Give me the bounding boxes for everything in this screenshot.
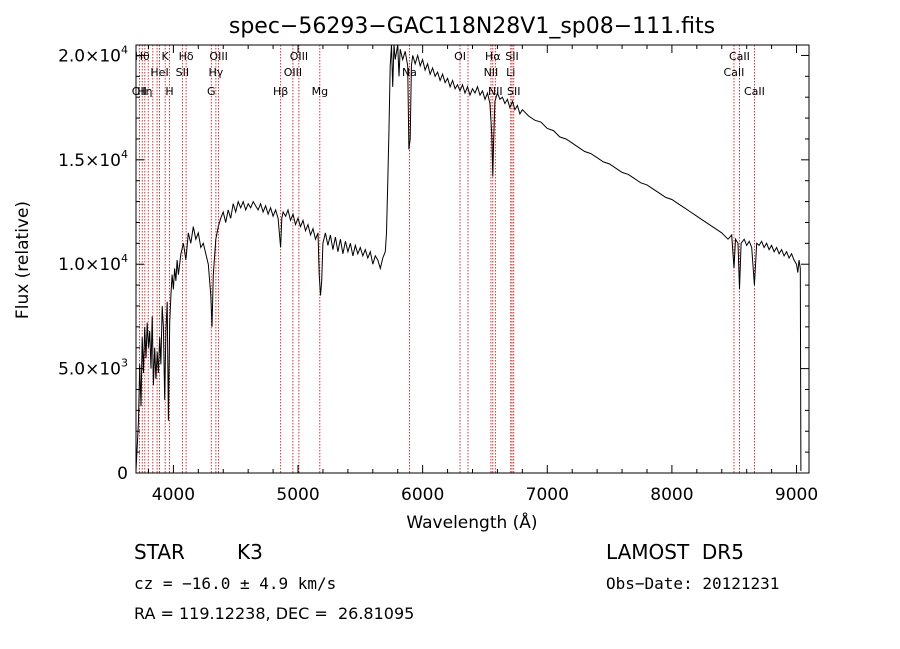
- coordinates: RA = 119.12238, DEC = 26.81095: [134, 604, 415, 623]
- line-marker-label: CaII: [724, 66, 745, 79]
- line-marker-label: SII: [507, 85, 520, 98]
- spectral-line-labels: OIIHθHηHeIKHSIIHδGHγOIIIHβOIIIOIIIMgNaOI…: [132, 50, 765, 98]
- y-tick-label: 2.0×104: [58, 43, 128, 66]
- line-marker-label: CaII: [744, 85, 765, 98]
- observation-date: Obs−Date: 20121231: [606, 574, 780, 593]
- spectral-line-markers: [138, 45, 755, 473]
- object-subclass: K3: [237, 540, 263, 564]
- x-tick-label: 6000: [401, 485, 444, 505]
- line-marker-label: G: [207, 85, 216, 98]
- y-tick-label: 1.0×104: [58, 252, 128, 275]
- redshift-velocity: cz = −16.0 ± 4.9 km/s: [134, 574, 337, 593]
- y-axis-label: Flux (relative): [13, 201, 33, 319]
- line-marker-label: OIII: [290, 50, 308, 63]
- plot-frame: [135, 44, 810, 474]
- line-marker-label: HeI: [150, 66, 168, 79]
- line-marker-label: Hθ: [135, 50, 150, 63]
- x-tick-label: 8000: [650, 485, 693, 505]
- line-marker-label: NII: [488, 85, 503, 98]
- line-marker-label: Hβ: [273, 85, 288, 98]
- x-axis-label: Wavelength (Å): [406, 511, 537, 533]
- line-marker-label: Mg: [312, 85, 328, 98]
- line-marker-label: NII: [484, 66, 499, 79]
- line-marker-label: SII: [176, 66, 189, 79]
- x-axis-ticks: 4000 5000 6000 7000 8000 9000: [147, 45, 818, 505]
- line-marker-label: H: [165, 85, 173, 98]
- x-tick-label: 4000: [152, 485, 195, 505]
- line-marker-label: Na: [402, 66, 417, 79]
- line-marker-label: Hδ: [179, 50, 194, 63]
- spectrum-series-line: [135, 44, 802, 471]
- y-tick-label: 1.5×104: [58, 148, 128, 171]
- x-tick-label: 5000: [276, 485, 319, 505]
- line-marker-label: SII: [505, 50, 518, 63]
- line-marker-label: OIII: [209, 50, 227, 63]
- chart-title: spec−56293−GAC118N28V1_sp08−111.fits: [229, 14, 715, 39]
- line-marker-label: Li: [506, 66, 515, 79]
- survey-name: LAMOST DR5: [606, 540, 744, 564]
- line-marker-label: Hγ: [208, 66, 223, 79]
- y-axis-ticks: 0 5.0×103 1.0×104 1.5×104 2.0×104: [58, 43, 809, 484]
- line-marker-label: OIII: [284, 66, 302, 79]
- x-tick-label: 7000: [526, 485, 569, 505]
- x-tick-label: 9000: [775, 485, 818, 505]
- line-marker-label: OI: [454, 50, 466, 63]
- line-marker-label: Hα: [485, 50, 501, 63]
- y-tick-label: 0: [117, 464, 128, 484]
- object-class: STAR: [134, 540, 185, 564]
- y-tick-label: 5.0×103: [58, 357, 128, 380]
- line-marker-label: CaII: [729, 50, 750, 63]
- line-marker-label: K: [162, 50, 170, 63]
- line-marker-label: Hη: [137, 85, 152, 98]
